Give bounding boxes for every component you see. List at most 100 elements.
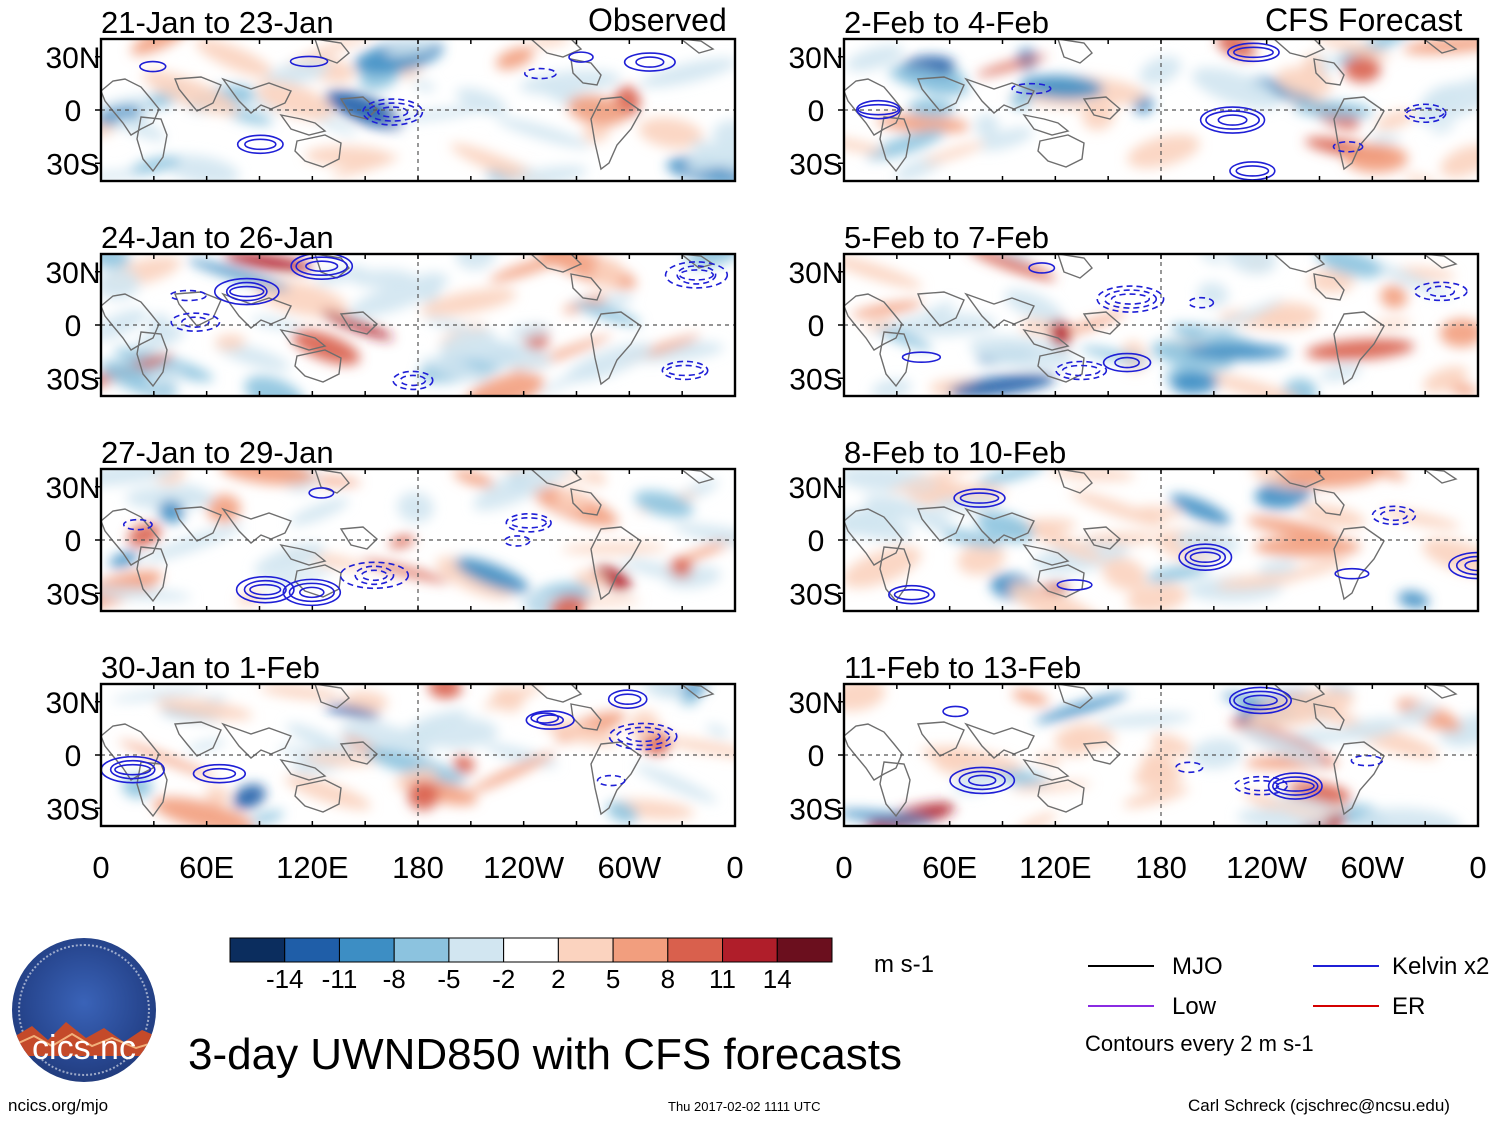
anomaly-region <box>921 301 956 321</box>
map-panel: 30N 0 30S <box>45 252 737 398</box>
figure-title: 3-day UWND850 with CFS forecasts <box>188 1030 902 1079</box>
anomaly-region <box>244 375 305 396</box>
kelvin-contour <box>181 316 210 328</box>
anomaly-region <box>1011 781 1092 792</box>
lat-tick-label: 30S <box>789 793 842 826</box>
anomaly-region <box>656 736 735 759</box>
map-panel: 30N 0 30S <box>45 37 737 183</box>
anomaly-region <box>320 310 393 340</box>
kelvin-contour <box>360 569 388 582</box>
colorbar-swatch <box>667 937 724 963</box>
colorbar: -14 -11 -8 -5 -2 2 5 8 11 14 <box>229 937 833 994</box>
wind-anomaly-field <box>101 469 735 611</box>
anomaly-region <box>164 154 240 181</box>
lat-tick-label: 30S <box>46 578 99 611</box>
panel-title: 8-Feb to 10-Feb <box>844 435 1066 470</box>
anomaly-region <box>1256 302 1320 330</box>
lat-tick-label: 30N <box>788 42 843 75</box>
kelvin-contour <box>525 710 575 730</box>
anomaly-region <box>673 523 735 548</box>
kelvin-contour <box>308 487 335 499</box>
kelvin-contour <box>901 351 942 364</box>
lat-tick-label: 30S <box>789 148 842 181</box>
anomaly-region <box>1196 298 1284 340</box>
kelvin-contour <box>1227 42 1280 63</box>
site-url[interactable]: ncics.org/mjo <box>8 1096 109 1115</box>
anomaly-region <box>1199 254 1225 264</box>
anomaly-region <box>1398 702 1437 726</box>
kelvin-contour <box>857 103 900 116</box>
kelvin-contour <box>229 285 265 298</box>
anomaly-region <box>1380 285 1408 309</box>
kelvin-contour <box>1189 551 1221 564</box>
anomaly-region <box>1069 490 1166 528</box>
kelvin-contour <box>1334 567 1370 580</box>
anomaly-region <box>456 87 508 115</box>
anomaly-region <box>978 127 1034 151</box>
anomaly-region <box>1035 753 1062 766</box>
anomaly-region <box>957 543 1005 575</box>
anomaly-region <box>1008 583 1107 611</box>
kelvin-contour <box>288 582 335 603</box>
anomaly-region <box>137 324 185 351</box>
kelvin-contour <box>1188 296 1215 309</box>
anomaly-region <box>867 129 945 160</box>
anomaly-region <box>1343 55 1381 83</box>
colorbar-swatch <box>557 937 614 963</box>
wind-anomaly-field <box>844 684 1478 826</box>
kelvin-contour <box>942 705 969 718</box>
anomaly-region <box>389 535 416 548</box>
anomaly-region <box>519 70 621 95</box>
anomaly-region <box>528 39 571 48</box>
kelvin-contour <box>1242 779 1280 792</box>
map-panel: 30N 0 30S <box>45 682 737 828</box>
anomaly-region <box>101 360 178 396</box>
anomaly-region <box>495 47 534 70</box>
lon-axes: 0 60E 120E 180 120W 60W 0 0 60E 120E 180 120W 60W 0 <box>92 850 1486 885</box>
kelvin-contour <box>1217 114 1248 126</box>
anomaly-region <box>948 373 1056 396</box>
anomaly-region <box>325 90 404 130</box>
anomaly-region <box>496 117 591 149</box>
anomaly-region <box>142 523 244 563</box>
cics-logo: cics.nc <box>12 938 156 1082</box>
kelvin-contour <box>225 281 268 302</box>
anomaly-region <box>424 316 469 331</box>
observed-label: Observed <box>588 2 727 38</box>
anomaly-region <box>111 687 206 702</box>
wind-anomaly-field <box>101 684 735 826</box>
panel-title: 30-Jan to 1-Feb <box>101 650 320 685</box>
kelvin-contour <box>114 763 152 776</box>
anomaly-region <box>420 288 517 317</box>
kelvin-contour <box>244 138 277 151</box>
anomaly-region <box>155 698 253 720</box>
anomaly-region <box>1243 790 1291 814</box>
kelvin-contour <box>1403 103 1447 124</box>
kelvin-contour <box>339 561 410 590</box>
anomaly-region <box>1305 338 1415 361</box>
anomaly-region <box>1339 717 1401 741</box>
anomaly-region <box>324 704 381 719</box>
anomaly-region <box>232 784 266 810</box>
anomaly-region <box>1421 538 1478 577</box>
logo-text: cics.nc <box>32 1029 136 1067</box>
anomaly-region <box>468 752 556 794</box>
legend-label-er: ER <box>1392 993 1426 1020</box>
colorbar-units: m s-1 <box>874 951 934 978</box>
anomaly-region <box>1285 558 1348 580</box>
anomaly-region <box>606 801 639 823</box>
anomaly-region <box>1281 378 1317 396</box>
anomaly-region <box>130 156 181 174</box>
kelvin-contour <box>249 583 282 596</box>
lon-tick-label: 60E <box>922 850 977 885</box>
anomaly-region <box>1278 469 1382 488</box>
anomaly-region <box>1035 693 1129 723</box>
kelvin-contour <box>1426 285 1456 298</box>
colorbar-swatch <box>229 937 286 963</box>
kelvin-contour <box>967 774 997 787</box>
lat-tick-label: 30S <box>789 578 842 611</box>
colorbar-swatch <box>776 937 833 963</box>
kelvin-contour <box>678 269 715 281</box>
cfs-forecast-label: CFS Forecast <box>1265 2 1463 38</box>
